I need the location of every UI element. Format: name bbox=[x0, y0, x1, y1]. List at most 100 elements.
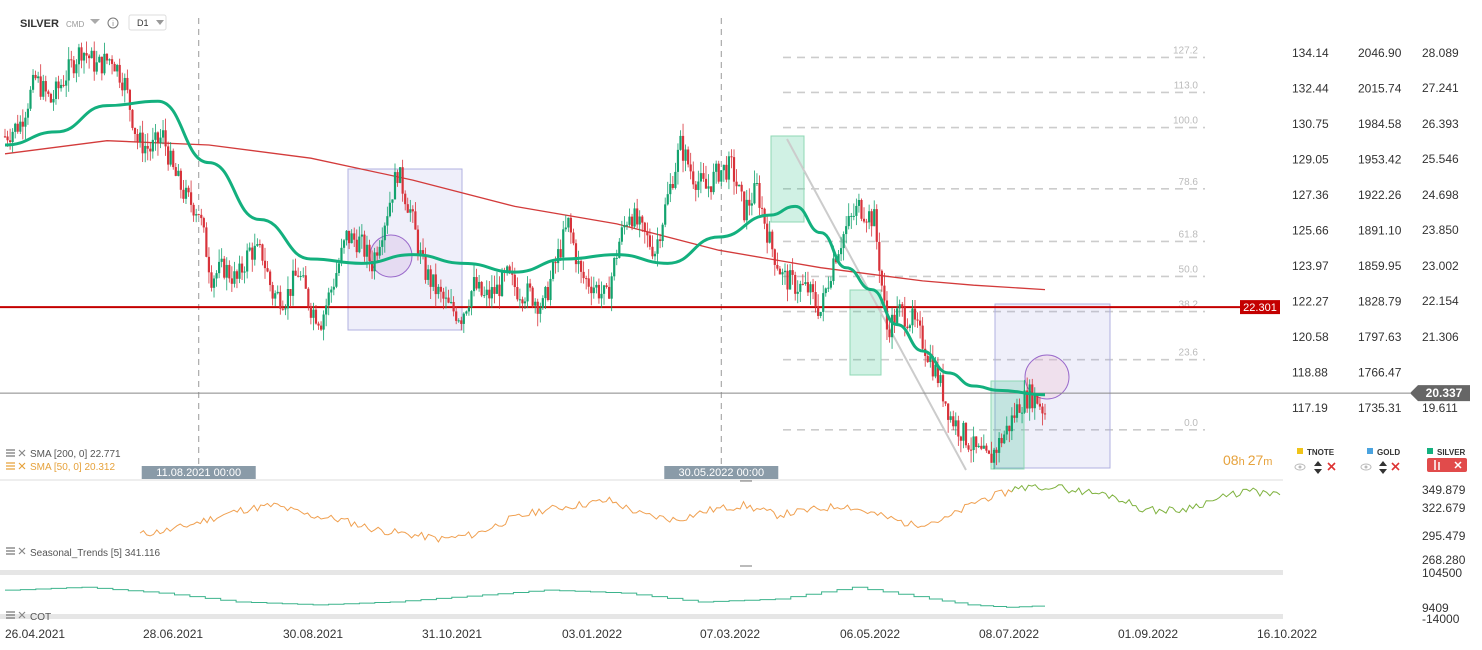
candle-body bbox=[518, 299, 522, 301]
close-icon[interactable] bbox=[1454, 461, 1462, 469]
eye-icon[interactable] bbox=[1294, 463, 1306, 471]
candle-body bbox=[322, 314, 325, 330]
menu-icon[interactable] bbox=[6, 547, 15, 555]
candle-body bbox=[490, 287, 493, 299]
candles[interactable] bbox=[3, 41, 1047, 470]
candle-body bbox=[419, 250, 422, 254]
symbol-gold[interactable]: GOLD bbox=[1360, 448, 1400, 474]
tnote-axis-label: 123.97 bbox=[1292, 259, 1329, 273]
candle-body bbox=[411, 209, 414, 212]
candle-body bbox=[302, 275, 305, 277]
candle-body bbox=[822, 293, 825, 312]
trend-line[interactable] bbox=[786, 138, 967, 471]
candle-body bbox=[409, 209, 412, 213]
candle-body bbox=[709, 186, 713, 193]
candle-body bbox=[990, 453, 993, 463]
candle-body bbox=[651, 246, 654, 257]
seasonal-forecast-line[interactable] bbox=[1011, 484, 1281, 515]
candle-body bbox=[625, 224, 629, 226]
sort-icon[interactable] bbox=[1379, 461, 1387, 474]
close-icon[interactable] bbox=[1327, 462, 1336, 471]
candle-body bbox=[567, 217, 570, 228]
seasonal-axis-label: 268.280 bbox=[1422, 553, 1466, 567]
candle-body bbox=[495, 284, 499, 294]
panel-divider[interactable] bbox=[0, 614, 1283, 619]
menu-icon[interactable] bbox=[6, 449, 15, 457]
candle-body bbox=[776, 264, 779, 269]
candle-body bbox=[521, 299, 524, 304]
candle-type-icon[interactable] bbox=[1434, 460, 1440, 470]
candle-body bbox=[832, 258, 835, 282]
candle-body bbox=[59, 84, 63, 89]
candle-body bbox=[738, 184, 741, 187]
symbol-silver[interactable]: SILVER bbox=[1427, 448, 1467, 472]
candle-body bbox=[778, 268, 782, 275]
cot-line[interactable] bbox=[5, 586, 1045, 608]
candle-body bbox=[918, 320, 922, 326]
candle-body bbox=[404, 193, 407, 205]
analysis-box[interactable] bbox=[994, 303, 1111, 469]
chevron-down-icon[interactable] bbox=[90, 19, 100, 24]
candle-body bbox=[531, 287, 534, 306]
candle-body bbox=[220, 258, 223, 262]
candle-body bbox=[65, 80, 68, 86]
panel-divider[interactable] bbox=[0, 570, 1283, 575]
candle-body bbox=[268, 271, 272, 286]
candle-body bbox=[658, 239, 662, 242]
candle-body bbox=[875, 209, 878, 242]
close-icon[interactable] bbox=[18, 449, 26, 457]
fib-level-label: 100.0 bbox=[1173, 116, 1198, 127]
candle-body bbox=[676, 149, 680, 172]
candle-body bbox=[365, 244, 369, 257]
close-icon[interactable] bbox=[1391, 462, 1400, 471]
candle-body bbox=[44, 81, 47, 92]
symbol-tnote[interactable]: TNOTE bbox=[1294, 448, 1336, 474]
candle-body bbox=[19, 121, 22, 132]
info-icon[interactable]: i bbox=[107, 17, 119, 29]
sort-icon[interactable] bbox=[1314, 461, 1322, 474]
highlight-circle[interactable] bbox=[1024, 354, 1070, 400]
candle-body bbox=[860, 200, 863, 219]
sma200-line[interactable] bbox=[4, 140, 1046, 291]
candle-body bbox=[467, 307, 471, 312]
candle-body bbox=[600, 293, 603, 299]
fib-level-label: 127.2 bbox=[1173, 45, 1198, 56]
close-icon[interactable] bbox=[18, 462, 26, 470]
silver-axis-label: 23.850 bbox=[1422, 223, 1459, 237]
seasonal-legend[interactable]: Seasonal_Trends [5] 341.116 bbox=[6, 547, 161, 559]
symbol-title: SILVER bbox=[20, 18, 59, 30]
candle-body bbox=[1015, 404, 1019, 418]
candle-body bbox=[103, 53, 106, 74]
candle-body bbox=[681, 135, 685, 161]
candle-body bbox=[842, 234, 845, 249]
sma200-legend[interactable]: SMA [200, 0] 22.771 bbox=[6, 449, 121, 460]
candle-body bbox=[1033, 393, 1036, 409]
candle-body bbox=[485, 289, 488, 296]
main-plot-area[interactable]: 127.2 113.0 100.0 78.6 61.8 50.0 38.2 23.6 0.0 bbox=[0, 18, 1410, 608]
menu-icon[interactable] bbox=[6, 611, 15, 619]
tnote-axis-label: 127.36 bbox=[1292, 188, 1329, 202]
candle-body bbox=[513, 274, 516, 288]
sma50-legend[interactable]: SMA [50, 0] 20.312 bbox=[6, 462, 115, 473]
candle-body bbox=[353, 233, 356, 240]
candle-body bbox=[460, 320, 463, 324]
cot-legend[interactable]: COT bbox=[6, 611, 51, 623]
candle-body bbox=[773, 249, 776, 265]
interval-select[interactable] bbox=[128, 14, 167, 31]
candle-body bbox=[964, 422, 968, 446]
candle-body bbox=[855, 205, 858, 216]
menu-icon[interactable] bbox=[6, 462, 15, 470]
close-icon[interactable] bbox=[18, 547, 26, 555]
analysis-box[interactable] bbox=[990, 380, 1025, 470]
candle-body bbox=[569, 217, 572, 233]
eye-icon[interactable] bbox=[1360, 463, 1372, 471]
candle-body bbox=[261, 244, 264, 261]
candle-body bbox=[386, 216, 389, 226]
candle-body bbox=[179, 170, 182, 190]
sma50-line[interactable] bbox=[4, 99, 1046, 397]
close-icon[interactable] bbox=[18, 611, 26, 619]
seasonal-trend-line[interactable] bbox=[139, 489, 1013, 543]
candle-body bbox=[105, 53, 109, 61]
candle-body bbox=[197, 214, 200, 216]
